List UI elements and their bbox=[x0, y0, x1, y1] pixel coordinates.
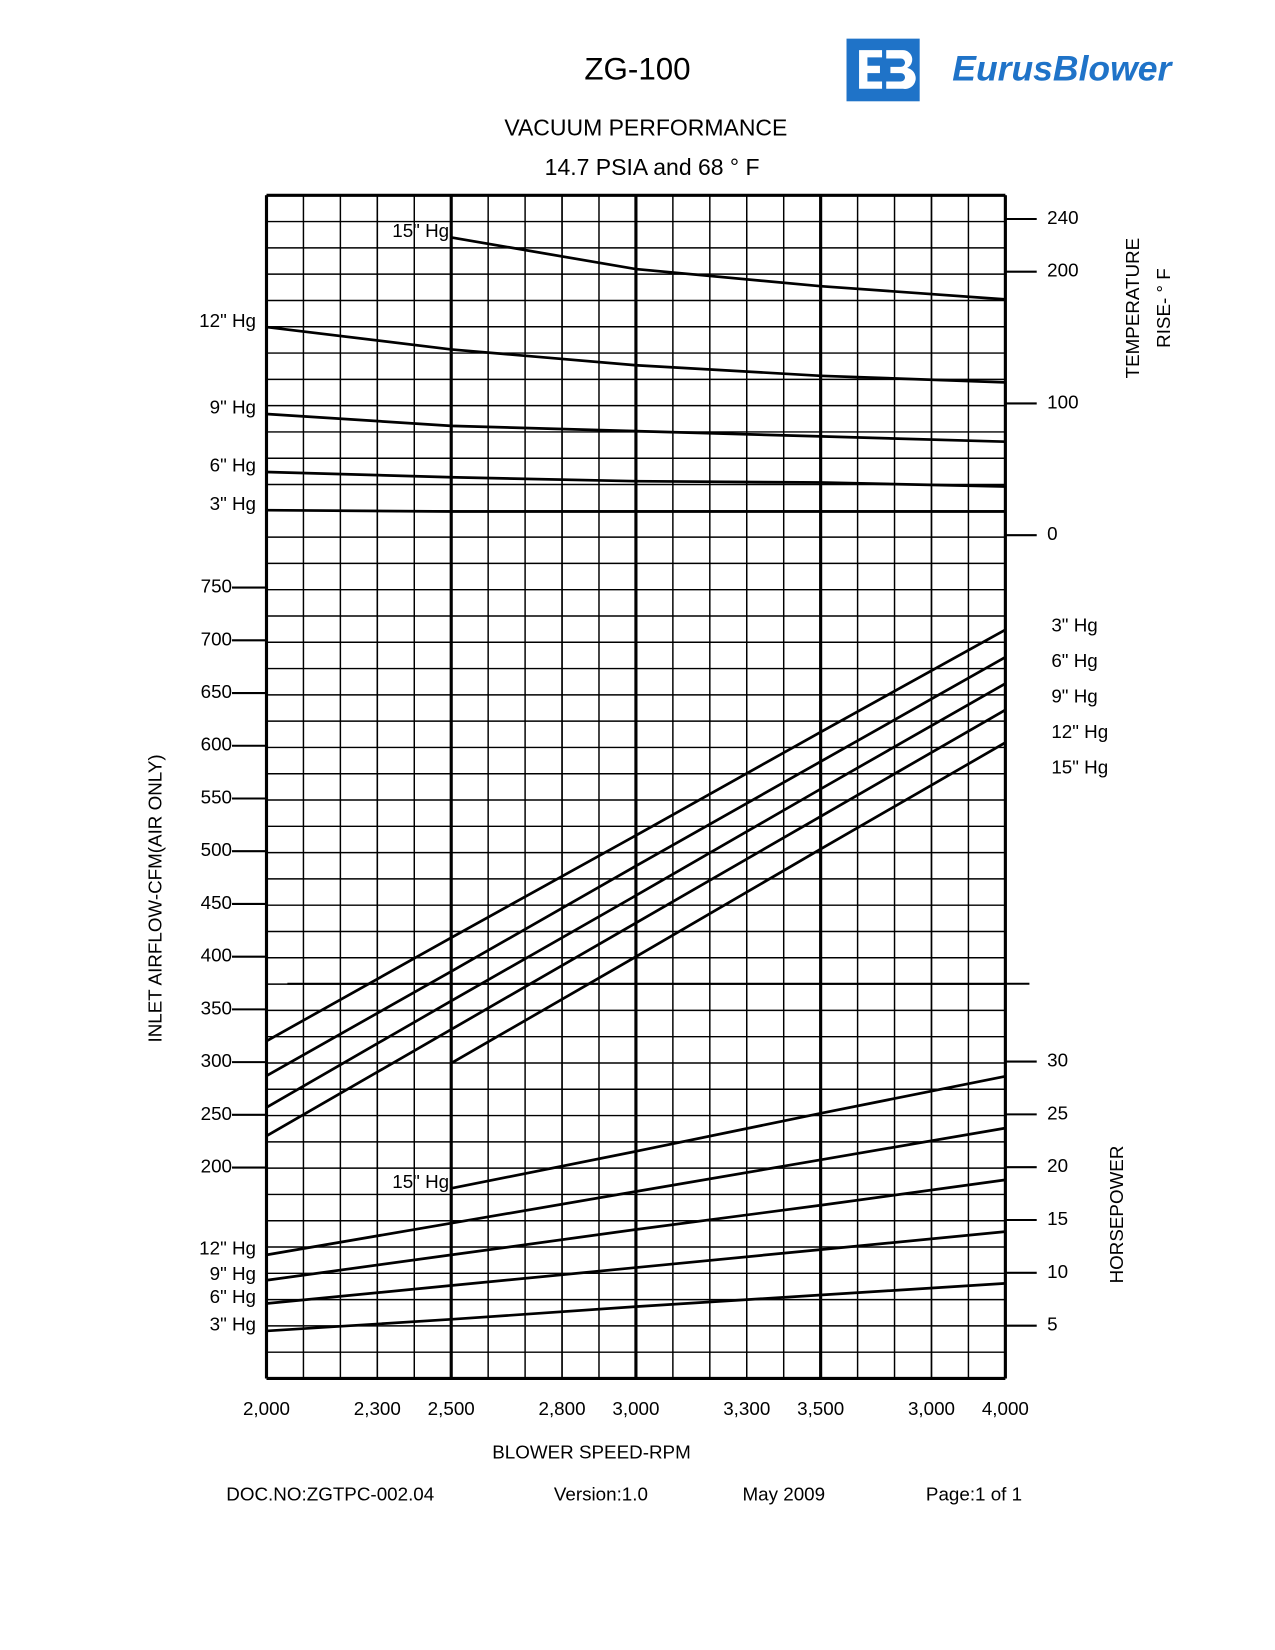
y-tick-label: 700 bbox=[201, 628, 232, 649]
y-tick-label: 200 bbox=[1047, 260, 1078, 281]
series-line bbox=[266, 470, 1006, 488]
date: May 2009 bbox=[743, 1483, 826, 1504]
y-axis-label: INLET AIRFLOW-CFM(AIR ONLY) bbox=[145, 754, 166, 1042]
series-label: 6" Hg bbox=[210, 455, 256, 476]
series-line bbox=[450, 741, 1007, 1065]
x-tick-label: 2,300 bbox=[354, 1398, 401, 1419]
y-tick-label: 450 bbox=[201, 892, 232, 913]
series-line bbox=[450, 236, 1006, 301]
series-label: 15" Hg bbox=[1051, 757, 1108, 778]
x-tick-label: 3,500 bbox=[797, 1398, 844, 1419]
y-tick-label: 750 bbox=[201, 576, 232, 597]
series-line bbox=[266, 1230, 1006, 1305]
y-tick-label: 500 bbox=[201, 839, 232, 860]
x-tick-label: 2,000 bbox=[243, 1398, 290, 1419]
series-line bbox=[265, 682, 1007, 1109]
title: ZG-100 bbox=[584, 51, 690, 86]
y-tick-label: 25 bbox=[1047, 1102, 1068, 1123]
y-tick-label: 650 bbox=[201, 681, 232, 702]
x-tick-label: 4,000 bbox=[982, 1398, 1029, 1419]
y-tick-label: 200 bbox=[201, 1156, 232, 1177]
series-label: 12" Hg bbox=[1051, 721, 1108, 742]
y-tick-label: 10 bbox=[1047, 1261, 1068, 1282]
x-tick-label: 2,800 bbox=[539, 1398, 586, 1419]
y-tick-label: 350 bbox=[201, 997, 232, 1018]
x-tick-label: 2,500 bbox=[428, 1398, 475, 1419]
series-line bbox=[265, 708, 1007, 1138]
series-line bbox=[266, 1126, 1006, 1257]
version: Version:1.0 bbox=[554, 1483, 648, 1504]
y-tick-label: 550 bbox=[201, 786, 232, 807]
y-tick-label: 100 bbox=[1047, 391, 1078, 412]
series-label: 12" Hg bbox=[199, 1238, 256, 1259]
series-line bbox=[266, 1178, 1006, 1282]
y-axis-label: HORSEPOWER bbox=[1106, 1146, 1127, 1284]
series-line bbox=[265, 655, 1007, 1078]
page-number: Page:1 of 1 bbox=[926, 1483, 1022, 1504]
series-label: 6" Hg bbox=[1051, 650, 1097, 671]
conditions: 14.7 PSIA and 68 ° F bbox=[545, 154, 760, 180]
series-line bbox=[266, 325, 1006, 384]
series-label: 15" Hg bbox=[392, 220, 449, 241]
y-tick-label: 600 bbox=[201, 734, 232, 755]
x-tick-label: 3,300 bbox=[723, 1398, 770, 1419]
y-axis-label: RISE- ° F bbox=[1153, 268, 1174, 348]
y-tick-label: 400 bbox=[201, 945, 232, 966]
series-label: 9" Hg bbox=[210, 397, 256, 418]
logo-icon bbox=[846, 38, 920, 102]
series-line bbox=[266, 508, 1006, 513]
y-tick-label: 5 bbox=[1047, 1314, 1057, 1335]
x-tick-label: 3,000 bbox=[908, 1398, 955, 1419]
y-tick-label: 15 bbox=[1047, 1208, 1068, 1229]
series-label: 6" Hg bbox=[210, 1286, 256, 1307]
y-tick-label: 240 bbox=[1047, 207, 1078, 228]
series-label: 12" Hg bbox=[199, 310, 256, 331]
series-label: 3" Hg bbox=[210, 1314, 256, 1335]
x-tick-label: 3,000 bbox=[612, 1398, 659, 1419]
series-label: 3" Hg bbox=[1051, 615, 1097, 636]
series-line bbox=[265, 628, 1007, 1043]
series-label: 3" Hg bbox=[210, 493, 256, 514]
series-label: 15" Hg bbox=[392, 1171, 449, 1192]
y-tick-label: 0 bbox=[1047, 523, 1057, 544]
series-line bbox=[266, 412, 1006, 444]
x-axis-label: BLOWER SPEED-RPM bbox=[492, 1442, 691, 1463]
subtitle: VACUUM PERFORMANCE bbox=[504, 115, 787, 141]
series-line bbox=[266, 1282, 1006, 1333]
series-label: 9" Hg bbox=[210, 1263, 256, 1284]
y-tick-label: 30 bbox=[1047, 1050, 1068, 1071]
series-line bbox=[450, 1075, 1006, 1190]
doc-number: DOC.NO:ZGTPC-002.04 bbox=[226, 1483, 434, 1504]
y-axis-label: TEMPERATURE bbox=[1122, 238, 1143, 379]
series-label: 9" Hg bbox=[1051, 686, 1097, 707]
y-tick-label: 250 bbox=[201, 1103, 232, 1124]
logo-text: EurusBlower bbox=[952, 48, 1173, 88]
y-tick-label: 300 bbox=[201, 1050, 232, 1071]
y-tick-label: 20 bbox=[1047, 1155, 1068, 1176]
